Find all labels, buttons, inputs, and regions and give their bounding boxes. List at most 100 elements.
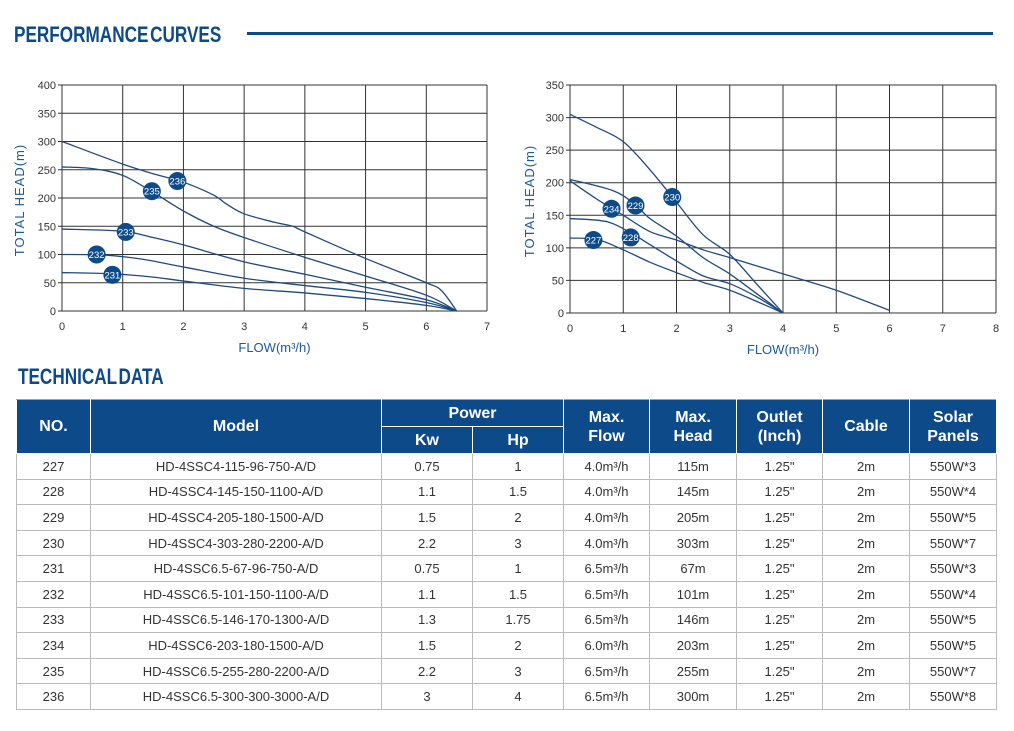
cell-max-flow: 6.5m³/h	[563, 606, 650, 634]
cell-model: HD-4SSC6.5-101-150-1100-A/D	[90, 580, 382, 608]
cell-solar-panels: 550W*5	[909, 606, 997, 634]
x-tick-label: 6	[423, 321, 429, 333]
curve-badge-228	[621, 228, 640, 247]
cell-outlet: 1.25"	[736, 453, 823, 480]
cell-solar-panels: 550W*7	[909, 529, 997, 557]
y-tick-label: 50	[552, 275, 564, 287]
cell-max-flow: 4.0m³/h	[563, 453, 650, 480]
table-row: 230 HD-4SSC4-303-280-2200-A/D 2.2 3 4.0m³/h 3…	[16, 529, 997, 557]
cell-cable: 2m	[822, 683, 910, 710]
cell-no: 227	[16, 453, 91, 480]
cell-max-head: 303m	[649, 529, 737, 557]
cell-solar-panels: 550W*5	[909, 504, 997, 531]
x-tick-label: 7	[484, 321, 490, 333]
cell-max-flow: 4.0m³/h	[563, 529, 650, 557]
curve-badge-233	[116, 222, 135, 241]
cell-max-head: 145m	[649, 478, 737, 506]
y-tick-label: 100	[38, 250, 56, 262]
table-row: 228 HD-4SSC4-145-150-1100-A/D 1.1 1.5 4.0m³/…	[16, 478, 997, 506]
header-kw: Kw	[381, 426, 473, 454]
y-tick-label: 300	[38, 137, 56, 149]
table-row: 234 HD-4SSC6-203-180-1500-A/D 1.5 2 6.0m³/h 2…	[16, 632, 997, 659]
cell-solar-panels: 550W*4	[909, 478, 997, 506]
performance-chart-right: 0 1 2 3 4 5 6 7 8050100150200250300350FLOW(m³/h)…	[522, 80, 999, 357]
cell-no: 231	[16, 555, 91, 582]
cell-max-head: 300m	[649, 683, 737, 710]
cell-max-flow: 4.0m³/h	[563, 478, 650, 506]
cell-max-flow: 6.5m³/h	[563, 580, 650, 608]
y-tick-label: 50	[44, 278, 56, 290]
cell-outlet: 1.25"	[736, 555, 823, 582]
x-tick-label: 8	[993, 323, 999, 335]
cell-cable: 2m	[822, 478, 910, 506]
y-axis-label: TOTAL HEAD(m)	[12, 144, 27, 256]
table-row: 236 HD-4SSC6.5-300-300-3000-A/D 3 4 6.5m³/h 3…	[16, 683, 997, 710]
cell-cable: 2m	[822, 504, 910, 531]
x-tick-label: 4	[302, 321, 308, 333]
performance-curves-title: PERFORMANCE CURVES	[14, 22, 222, 47]
curve-badge-label: 229	[628, 201, 644, 212]
cell-kw: 1.1	[381, 478, 473, 506]
cell-max-flow: 6.5m³/h	[563, 657, 650, 685]
y-tick-label: 150	[38, 221, 56, 233]
cell-kw: 1.5	[381, 504, 473, 531]
cell-solar-panels: 550W*3	[909, 555, 997, 582]
cell-model: HD-4SSC6.5-255-280-2200-A/D	[90, 657, 382, 685]
curve-badge-label: 230	[664, 193, 680, 204]
cell-hp: 1.5	[472, 478, 564, 506]
cell-outlet: 1.25"	[736, 657, 823, 685]
cell-solar-panels: 550W*7	[909, 657, 997, 685]
cell-no: 228	[16, 478, 91, 506]
table-row: 227 HD-4SSC4-115-96-750-A/D 0.75 1 4.0m³/h 11…	[16, 453, 997, 480]
cell-outlet: 1.25"	[736, 632, 823, 659]
cell-solar-panels: 550W*3	[909, 453, 997, 480]
cell-max-head: 205m	[649, 504, 737, 531]
cell-hp: 1	[472, 453, 564, 480]
cell-hp: 1.75	[472, 606, 564, 634]
header-max-flow: Max. Flow	[563, 399, 650, 454]
y-tick-label: 350	[546, 80, 564, 92]
cell-max-head: 67m	[649, 555, 737, 582]
cell-max-flow: 6.5m³/h	[563, 555, 650, 582]
cell-model: HD-4SSC4-303-280-2200-A/D	[90, 529, 382, 557]
cell-outlet: 1.25"	[736, 683, 823, 710]
curve-badge-230	[663, 188, 682, 207]
cell-max-head: 146m	[649, 606, 737, 634]
x-tick-label: 5	[363, 321, 369, 333]
cell-outlet: 1.25"	[736, 606, 823, 634]
header-max-head: Max. Head	[649, 399, 737, 454]
header-hp: Hp	[472, 426, 564, 454]
header-power: Power	[381, 399, 564, 427]
technical-data-title: TECHNICAL DATA	[18, 364, 164, 389]
table-row: 232 HD-4SSC6.5-101-150-1100-A/D 1.1 1.5 6.5m…	[16, 580, 997, 608]
table-row: 233 HD-4SSC6.5-146-170-1300-A/D 1.3 1.75 6.5…	[16, 606, 997, 634]
y-tick-label: 150	[546, 210, 564, 222]
curve-badge-label: 234	[604, 204, 620, 215]
cell-kw: 0.75	[381, 453, 473, 480]
curve-badge-label: 235	[144, 187, 160, 198]
curve-232	[61, 253, 457, 312]
x-tick-label: 2	[673, 323, 679, 335]
x-tick-label: 7	[940, 323, 946, 335]
cell-no: 233	[16, 606, 91, 634]
x-tick-label: 3	[727, 323, 733, 335]
cell-solar-panels: 550W*4	[909, 580, 997, 608]
x-tick-label: 0	[59, 321, 65, 333]
cell-outlet: 1.25"	[736, 504, 823, 531]
curve-229	[569, 178, 784, 314]
y-tick-label: 250	[546, 145, 564, 157]
performance-chart-left: 0 1 2 3 4 5 6 7 0 50 100 150 200 250 300 350 400 FLOW(m³/…	[12, 80, 490, 355]
cell-outlet: 1.25"	[736, 478, 823, 506]
curve-badge-231	[103, 265, 122, 284]
x-tick-label: 2	[180, 321, 186, 333]
table-row: 235 HD-4SSC6.5-255-280-2200-A/D 2.2 3 6.5m³/…	[16, 657, 997, 685]
y-tick-label: 200	[38, 193, 56, 205]
curve-badge-label: 228	[623, 233, 639, 244]
y-tick-label: 350	[38, 108, 56, 120]
cell-cable: 2m	[822, 632, 910, 659]
cell-hp: 2	[472, 504, 564, 531]
cell-kw: 1.5	[381, 632, 473, 659]
cell-outlet: 1.25"	[736, 580, 823, 608]
cell-model: HD-4SSC4-145-150-1100-A/D	[90, 478, 382, 506]
curve-236	[61, 140, 458, 312]
